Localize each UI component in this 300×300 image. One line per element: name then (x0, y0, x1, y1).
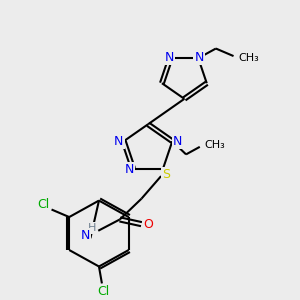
Text: N: N (194, 50, 204, 64)
Text: N: N (81, 229, 90, 242)
Text: N: N (124, 163, 134, 176)
Text: CH₃: CH₃ (205, 140, 225, 150)
Text: Cl: Cl (38, 198, 50, 211)
Text: N: N (114, 135, 124, 148)
Text: S: S (162, 168, 170, 181)
Text: H: H (88, 223, 97, 233)
Text: Cl: Cl (98, 285, 110, 298)
Text: CH₃: CH₃ (238, 53, 259, 63)
Text: N: N (172, 135, 182, 148)
Text: N: N (165, 50, 174, 64)
Text: O: O (143, 218, 153, 231)
